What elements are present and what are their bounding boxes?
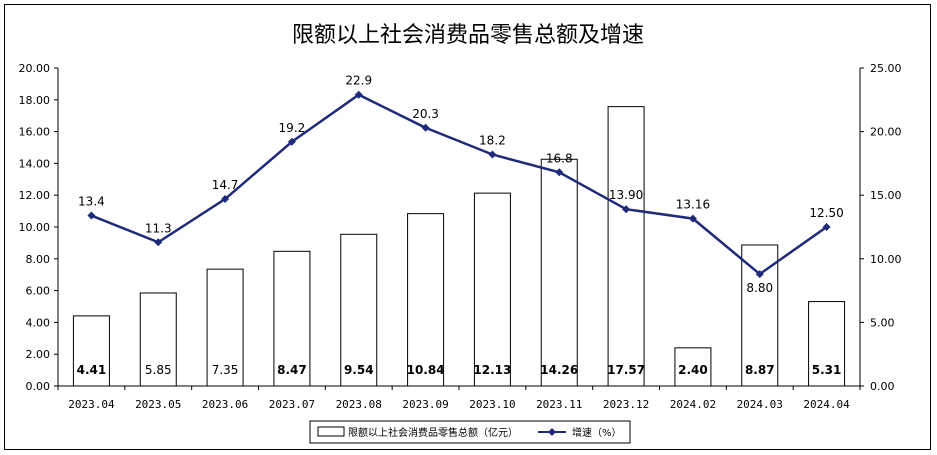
- y-right-tick-label: 5.00: [870, 316, 895, 329]
- bar-data-label: 4.41: [77, 363, 107, 377]
- growth-point: [354, 90, 363, 99]
- bar: [674, 347, 712, 387]
- bar: [72, 315, 110, 387]
- bar-data-label: 14.26: [540, 363, 578, 377]
- growth-point: [154, 238, 163, 247]
- y-left-tick-label: 4.00: [26, 316, 51, 329]
- bar-data-label: 7.35: [212, 363, 239, 377]
- legend: 限额以上社会消费品零售总额（亿元） 增速（%）: [309, 420, 631, 444]
- growth-point: [421, 123, 430, 132]
- y-left-tick-label: 6.00: [26, 285, 51, 298]
- bar-data-label: 5.85: [145, 363, 172, 377]
- line-data-label: 20.3: [412, 107, 439, 121]
- growth-line: [90, 93, 828, 276]
- bar: [273, 250, 311, 387]
- y-left-tick-label: 16.00: [19, 126, 51, 139]
- y-right-tick-label: 25.00: [870, 62, 902, 75]
- growth-point: [688, 214, 697, 223]
- x-tick-label: 2023.04: [68, 398, 115, 411]
- y-right-tick-label: 10.00: [870, 253, 902, 266]
- bar-data-label: 2.40: [678, 363, 708, 377]
- x-tick-label: 2023.05: [135, 398, 181, 411]
- line-data-label: 13.4: [78, 195, 105, 209]
- growth-point: [822, 223, 831, 231]
- growth-point: [488, 150, 497, 159]
- bar: [407, 213, 445, 387]
- line-data-label: 16.8: [546, 151, 573, 165]
- x-tick-label: 2023.09: [402, 398, 448, 411]
- y-left-tick-label: 8.00: [26, 253, 51, 266]
- bar-data-label: 8.87: [745, 363, 775, 377]
- y-left-tick-label: 18.00: [19, 94, 51, 107]
- legend-line-marker: [548, 428, 556, 436]
- line-data-label: 13.16: [676, 198, 710, 212]
- x-tick-label: 2023.12: [603, 398, 649, 411]
- x-tick-label: 2023.06: [202, 398, 248, 411]
- y-left-tick-label: 14.00: [19, 157, 51, 170]
- x-tick-label: 2024.02: [670, 398, 716, 411]
- line-data-label: 14.7: [212, 178, 239, 192]
- y-right-tick-label: 15.00: [870, 189, 902, 202]
- x-tick-label: 2023.07: [269, 398, 315, 411]
- bar: [139, 292, 177, 387]
- x-tick-label: 2023.11: [536, 398, 582, 411]
- legend-box: [309, 420, 631, 444]
- y-left-tick-label: 12.00: [19, 189, 51, 202]
- legend-line-label: 增速（%）: [572, 426, 622, 439]
- bar: [741, 244, 779, 387]
- bar-data-label: 5.31: [812, 363, 842, 377]
- legend-bar-label: 限额以上社会消费品零售总额（亿元）: [348, 426, 518, 439]
- bar: [808, 301, 846, 387]
- line-data-label: 12.50: [809, 206, 843, 220]
- x-tick-label: 2024.04: [803, 398, 850, 411]
- y-left-tick-label: 0.00: [26, 380, 51, 393]
- growth-point: [555, 168, 564, 177]
- line-data-label: 18.2: [479, 133, 506, 147]
- plot-area: 0.00 2.00 4.00 6.00 8.00 10.00 12.00 14.00 16.00…: [19, 62, 902, 411]
- bar-data-label: 10.84: [407, 363, 445, 377]
- bar-data-label: 8.47: [277, 363, 307, 377]
- line-data-label: 11.3: [145, 221, 172, 235]
- line-data-label: 19.2: [279, 121, 306, 135]
- bar-data-label: 9.54: [344, 363, 374, 377]
- growth-point: [755, 270, 764, 279]
- bar: [540, 158, 578, 387]
- bar-data-label: 12.13: [473, 363, 511, 377]
- x-tick-label: 2023.10: [469, 398, 515, 411]
- chart-title: 限额以上社会消费品零售总额及增速: [292, 23, 644, 48]
- y-left-tick-label: 20.00: [19, 62, 51, 75]
- y-right-tick-label: 20.00: [870, 126, 902, 139]
- y-left-tick-label: 10.00: [19, 221, 51, 234]
- bar: [340, 233, 378, 387]
- bar-data-label: 17.57: [607, 363, 645, 377]
- x-tick-label: 2024.03: [737, 398, 783, 411]
- bar: [607, 106, 645, 387]
- y-left-tick-label: 2.00: [26, 348, 51, 361]
- line-data-label: 8.80: [746, 281, 773, 295]
- line-data-label: 13.90: [609, 188, 643, 202]
- growth-point: [287, 137, 296, 146]
- growth-point: [87, 211, 96, 220]
- bar: [206, 268, 244, 387]
- growth-point: [221, 195, 230, 204]
- legend-bar-swatch: [317, 426, 345, 437]
- bar: [473, 192, 511, 387]
- growth-point: [622, 205, 631, 214]
- y-right-tick-label: 0.00: [870, 380, 895, 393]
- line-data-label: 22.9: [345, 74, 372, 88]
- x-tick-label: 2023.08: [336, 398, 382, 411]
